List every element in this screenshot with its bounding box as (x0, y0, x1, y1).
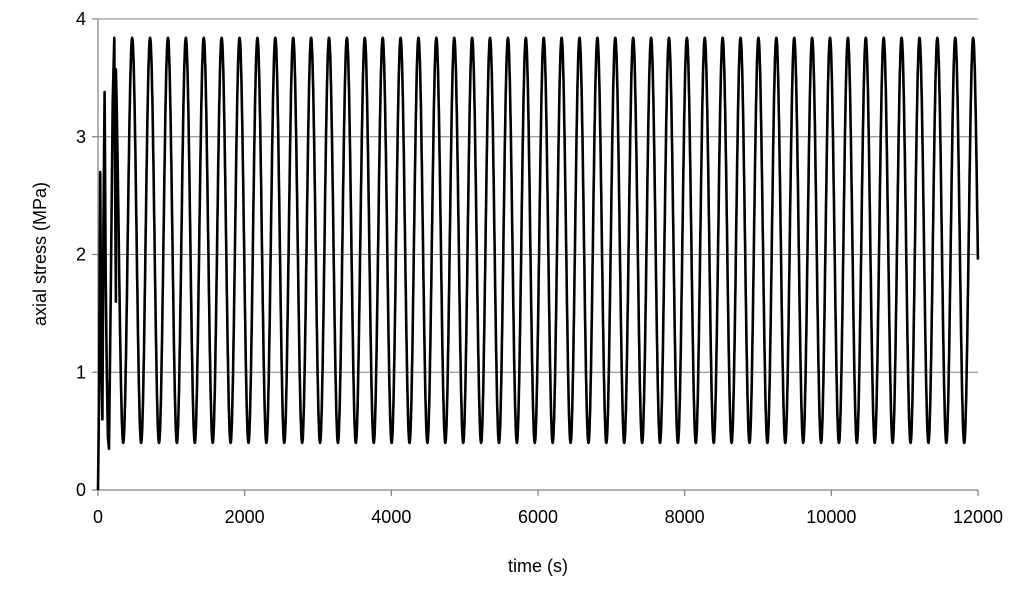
series-line-axial-stress (96, 36, 980, 491)
x-tick-label: 10000 (806, 507, 856, 527)
x-tick-label: 0 (93, 507, 103, 527)
y-tick-label: 3 (76, 127, 86, 147)
y-tick-label: 0 (76, 480, 86, 500)
x-tick-label: 8000 (665, 507, 705, 527)
plot-area (96, 36, 980, 491)
tick-labels: 0 1 2 3 4 0 2000 4000 6000 8000 10000 12000 (76, 9, 1003, 527)
x-tick-label: 4000 (371, 507, 411, 527)
y-tick-label: 4 (76, 9, 86, 29)
y-tick-label: 2 (76, 245, 86, 265)
x-axis-title: time (s) (508, 556, 568, 576)
x-tick-label: 6000 (518, 507, 558, 527)
y-tick-label: 1 (76, 362, 86, 382)
x-tick-label: 2000 (225, 507, 265, 527)
y-axis-title: axial stress (MPa) (30, 182, 50, 326)
x-tick-label: 12000 (953, 507, 1003, 527)
